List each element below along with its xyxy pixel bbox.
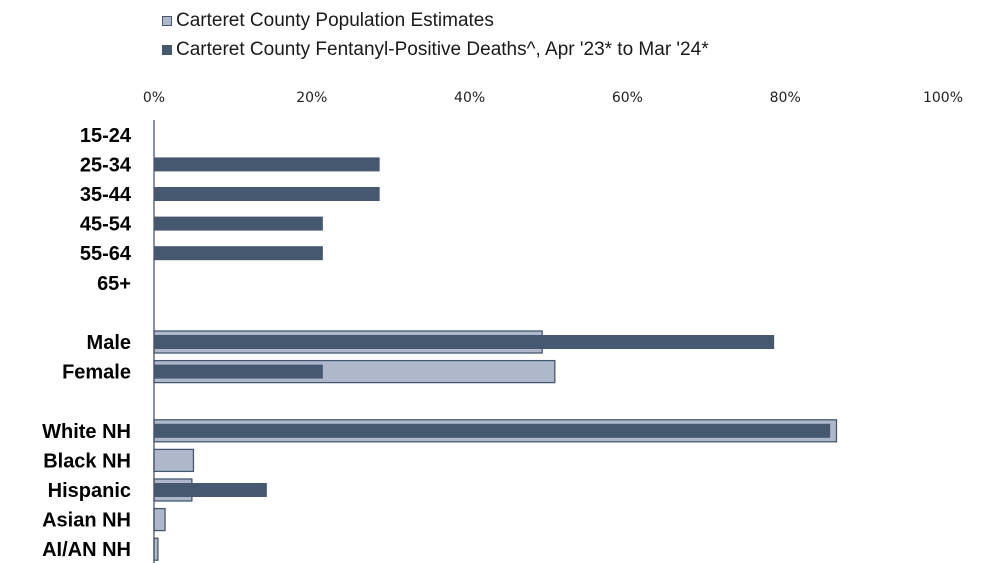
category-label: 55-64: [80, 243, 132, 265]
bar-deaths: [154, 216, 323, 231]
category-label: 65+: [97, 273, 131, 295]
x-tick-label: 40%: [454, 90, 485, 106]
legend-label-population: Carteret County Population Estimates: [176, 9, 494, 31]
bar-deaths: [154, 335, 775, 349]
bar-deaths: [154, 157, 380, 172]
category-label: White NH: [42, 421, 131, 443]
bar-deaths: [154, 187, 380, 201]
x-tick-label: 80%: [770, 90, 801, 106]
legend-swatch-deaths: [162, 44, 172, 55]
category-label: Hispanic: [48, 480, 131, 502]
category-label: 45-54: [80, 214, 132, 236]
x-tick-label: 20%: [296, 90, 327, 106]
category-label: 25-34: [80, 154, 132, 176]
category-label: 35-44: [80, 184, 132, 206]
bar-deaths: [154, 246, 323, 261]
legend: Carteret County Population Estimates Car…: [162, 6, 709, 64]
legend-swatch-population: [162, 15, 172, 26]
bar-population: [153, 507, 166, 532]
legend-item-deaths: Carteret County Fentanyl-Positive Deaths…: [162, 35, 709, 64]
category-label: Male: [87, 332, 131, 354]
x-tick-label: 100%: [923, 90, 963, 106]
bar-population: [153, 448, 195, 473]
bar-deaths: [154, 423, 831, 438]
category-label: Female: [62, 362, 131, 384]
x-tick-label: 0%: [143, 90, 165, 106]
category-label: Asian NH: [42, 510, 131, 532]
category-label: 15-24: [80, 125, 132, 147]
category-label: AI/AN NH: [42, 539, 131, 561]
x-tick-label: 60%: [612, 90, 643, 106]
legend-label-deaths: Carteret County Fentanyl-Positive Deaths…: [176, 38, 709, 60]
bar-deaths: [154, 364, 323, 379]
category-label: Black NH: [43, 450, 131, 472]
bar-deaths: [154, 483, 267, 497]
legend-item-population: Carteret County Population Estimates: [162, 6, 709, 35]
